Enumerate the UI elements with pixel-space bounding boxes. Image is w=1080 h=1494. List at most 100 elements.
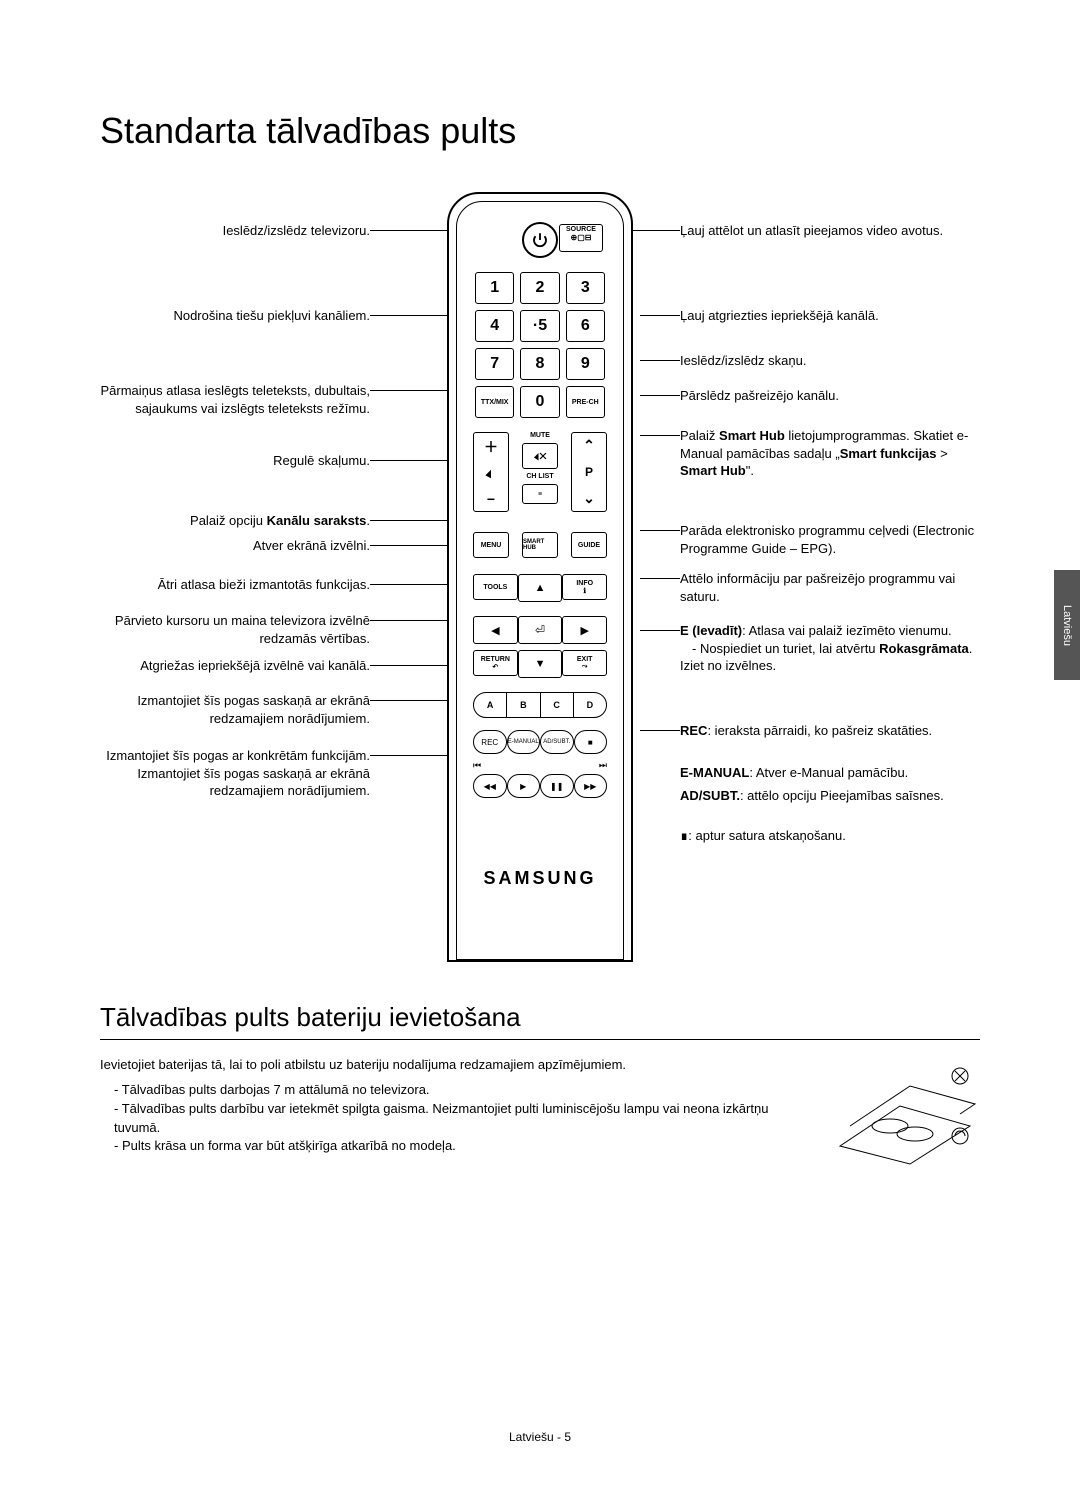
arrow-down[interactable]: ▼ bbox=[518, 650, 563, 678]
mute-col: MUTE CH LIST ≡ bbox=[522, 432, 558, 512]
label-tools: Ātri atlasa bieži izmantotās funkcijas. bbox=[158, 576, 370, 594]
line bbox=[640, 435, 680, 436]
label-prech: Ļauj atgriezties iepriekšējā kanālā. bbox=[680, 307, 879, 325]
label-exit: Iziet no izvēlnes. bbox=[680, 658, 776, 673]
color-b[interactable]: B bbox=[507, 693, 540, 717]
battery-bullet-1: Tālvadības pults darbojas 7 m attālumā n… bbox=[114, 1081, 810, 1100]
battery-bullet-2: Tālvadības pults darbību var ietekmēt sp… bbox=[114, 1100, 810, 1138]
volume-button[interactable]: ＋ − bbox=[473, 432, 509, 512]
skip-icons: ⏮⏭ bbox=[473, 760, 607, 771]
arrow-up[interactable]: ▲ bbox=[518, 574, 563, 602]
line bbox=[640, 730, 680, 731]
mute-label: MUTE bbox=[530, 432, 550, 439]
line bbox=[640, 530, 680, 531]
stop-button[interactable]: ■ bbox=[574, 730, 608, 754]
label-volume: Regulē skaļumu. bbox=[273, 452, 370, 470]
num-6[interactable]: 6 bbox=[566, 310, 605, 342]
num-1[interactable]: 1 bbox=[475, 272, 514, 304]
label-cursor: Pārvieto kursoru un maina televizora izv… bbox=[100, 612, 370, 647]
num-3[interactable]: 3 bbox=[566, 272, 605, 304]
battery-illustration bbox=[830, 1056, 980, 1166]
page-title: Standarta tālvadības pults bbox=[100, 110, 980, 152]
label-zero: Pārslēdz pašreizējo kanālu. bbox=[680, 387, 839, 405]
pause-button[interactable]: ❚❚ bbox=[540, 774, 574, 798]
exit-button[interactable]: EXIT⤳ bbox=[562, 650, 607, 676]
emanual-button[interactable]: E-MANUAL bbox=[507, 730, 541, 754]
rewind-button[interactable]: ◀◀ bbox=[473, 774, 507, 798]
vol-ch-row: ＋ − MUTE CH LIST ≡ ⌃ P bbox=[473, 432, 607, 512]
label-stop: ∎: aptur satura atskaņošanu. bbox=[680, 827, 846, 845]
guide-button[interactable]: GUIDE bbox=[571, 532, 607, 558]
label-source: Ļauj attēlot un atlasīt pieejamos video … bbox=[680, 222, 943, 240]
color-a[interactable]: A bbox=[474, 693, 507, 717]
menu-button[interactable]: MENU bbox=[473, 532, 509, 558]
forward-button[interactable]: ▶▶ bbox=[574, 774, 608, 798]
smarthub-button[interactable]: SMART HUB bbox=[522, 532, 558, 558]
label-power: Ieslēdz/izslēdz televizoru. bbox=[223, 222, 370, 240]
label-emanual: E-MANUAL: Atver e-Manual pamācību. bbox=[680, 764, 908, 782]
label-enter: E (Ievadīt): Atlasa vai palaiž iezīmēto … bbox=[680, 622, 972, 675]
battery-intro: Ievietojiet baterijas tā, lai to poli at… bbox=[100, 1056, 810, 1075]
info-button[interactable]: INFOℹ︎ bbox=[562, 574, 607, 600]
label-guide: Parāda elektronisko programmu ceļvedi (E… bbox=[680, 522, 980, 557]
line bbox=[640, 395, 680, 396]
prech-button[interactable]: PRE-CH bbox=[566, 386, 605, 418]
ttxmix-button[interactable]: TTX/MIX bbox=[475, 386, 514, 418]
num-8[interactable]: 8 bbox=[520, 348, 559, 380]
page-footer: Latviešu - 5 bbox=[0, 1430, 1080, 1444]
power-button[interactable] bbox=[522, 222, 558, 258]
power-icon bbox=[531, 231, 549, 249]
enter-head: E (Ievadīt) bbox=[680, 623, 742, 638]
chlist-button[interactable]: ≡ bbox=[522, 484, 558, 504]
source-button[interactable]: SOURCE ⊕▢⊟ bbox=[559, 224, 603, 252]
line bbox=[640, 315, 680, 316]
label-mute: Ieslēdz/izslēdz skaņu. bbox=[680, 352, 806, 370]
label-numpad: Nodrošina tiešu piekļuvi kanāliem. bbox=[173, 307, 370, 325]
label-adsubt: AD/SUBT.: attēlo opciju Pieejamības saīs… bbox=[680, 787, 944, 805]
enter-button[interactable]: ⏎ bbox=[518, 616, 563, 644]
remote-diagram: Ieslēdz/izslēdz televizoru. Nodrošina ti… bbox=[100, 192, 980, 972]
line bbox=[640, 630, 680, 631]
brand-logo: SAMSUNG bbox=[457, 868, 623, 889]
num-4[interactable]: 4 bbox=[475, 310, 514, 342]
color-c[interactable]: C bbox=[541, 693, 574, 717]
label-smarthub: Palaiž Smart Hub lietojumprogrammas. Ska… bbox=[680, 427, 980, 480]
tools-button[interactable]: TOOLS bbox=[473, 574, 518, 600]
label-return: Atgriežas iepriekšējā izvēlnē vai kanālā… bbox=[140, 657, 370, 675]
battery-bullet-3: Pults krāsa un forma var būt atšķirīga a… bbox=[114, 1137, 810, 1156]
remote-body: SOURCE ⊕▢⊟ 1 2 3 4 ·5 6 7 8 9 TTX/MIX 0 … bbox=[447, 192, 633, 962]
channel-button[interactable]: ⌃ P ⌄ bbox=[571, 432, 607, 512]
num-7[interactable]: 7 bbox=[475, 348, 514, 380]
arrow-left[interactable]: ◀ bbox=[473, 616, 518, 644]
label-rec: REC: ieraksta pārraidi, ko pašreiz skatā… bbox=[680, 722, 932, 740]
divider bbox=[100, 1039, 980, 1040]
enter-body: : Atlasa vai palaiž iezīmēto vienumu. bbox=[742, 623, 952, 638]
label-specific: Izmantojiet šīs pogas ar konkrētām funkc… bbox=[100, 747, 370, 800]
vol-icon bbox=[484, 467, 498, 481]
chlist-label: CH LIST bbox=[526, 473, 553, 480]
adsubt-button[interactable]: AD/SUBT. bbox=[540, 730, 574, 754]
mute-button[interactable] bbox=[522, 443, 558, 469]
line bbox=[640, 578, 680, 579]
battery-heading: Tālvadības pults bateriju ievietošana bbox=[100, 1002, 980, 1033]
battery-text: Ievietojiet baterijas tā, lai to poli at… bbox=[100, 1056, 810, 1166]
rec-button[interactable]: REC bbox=[473, 730, 507, 754]
line bbox=[640, 360, 680, 361]
language-tab: Latviešu bbox=[1054, 570, 1080, 680]
arrow-right[interactable]: ▶ bbox=[562, 616, 607, 644]
number-pad: 1 2 3 4 ·5 6 7 8 9 TTX/MIX 0 PRE-CH bbox=[475, 272, 605, 418]
source-label: SOURCE bbox=[566, 226, 596, 233]
color-d[interactable]: D bbox=[574, 693, 606, 717]
play-button[interactable]: ▶ bbox=[507, 774, 541, 798]
color-buttons[interactable]: A B C D bbox=[473, 692, 607, 718]
label-menu: Atver ekrānā izvēlni. bbox=[253, 537, 370, 555]
label-colorrow: Izmantojiet šīs pogas saskaņā ar ekrānā … bbox=[100, 692, 370, 727]
num-2[interactable]: 2 bbox=[520, 272, 559, 304]
label-chlist: Palaiž opciju Kanālu saraksts. bbox=[190, 512, 370, 530]
num-5[interactable]: ·5 bbox=[520, 310, 559, 342]
num-0[interactable]: 0 bbox=[520, 386, 559, 418]
mute-icon bbox=[532, 450, 548, 462]
label-ttx: Pārmaiņus atlasa ieslēgts teleteksts, du… bbox=[100, 382, 370, 417]
return-button[interactable]: RETURN↶ bbox=[473, 650, 518, 676]
num-9[interactable]: 9 bbox=[566, 348, 605, 380]
